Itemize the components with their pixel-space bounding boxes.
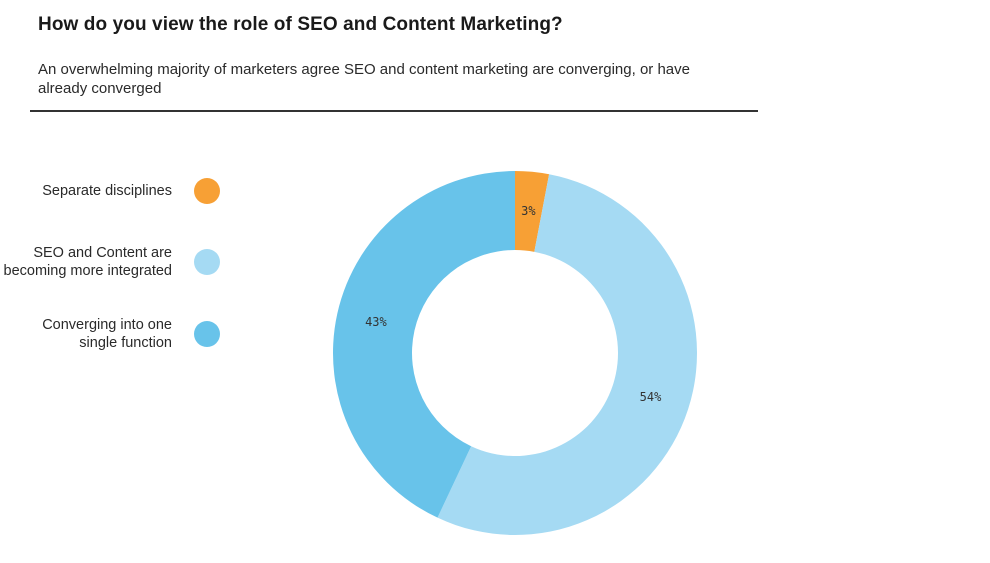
legend-swatch <box>194 321 220 347</box>
legend-label: Converging into one single function <box>42 316 172 352</box>
legend-item-separate-disciplines: Separate disciplines <box>42 178 220 204</box>
slice-single-function <box>333 171 515 518</box>
chart-subtitle: An overwhelming majority of marketers ag… <box>38 61 690 97</box>
legend-label-line: becoming more integrated <box>3 263 172 279</box>
legend-swatch <box>194 249 220 275</box>
legend-label-line: Converging into one <box>42 317 172 333</box>
legend-item-single-function: Converging into one single function <box>42 316 220 352</box>
legend-item-more-integrated: SEO and Content are becoming more integr… <box>4 244 220 280</box>
slice-separate-disciplines <box>515 171 550 252</box>
donut-labels: 3% 54% 43% <box>365 204 662 404</box>
data-label-single-function: 43% <box>365 315 387 329</box>
data-label-more-integrated: 54% <box>640 390 662 404</box>
chart-title: How do you view the role of SEO and Cont… <box>38 14 563 35</box>
legend-label: Separate disciplines <box>42 182 172 200</box>
legend-label-line: single function <box>79 335 172 351</box>
header-divider <box>30 110 758 112</box>
legend-label-line: SEO and Content are <box>33 245 172 261</box>
legend-label: SEO and Content are becoming more integr… <box>4 244 172 280</box>
slice-more-integrated <box>437 174 697 535</box>
data-label-separate-disciplines: 3% <box>521 204 536 218</box>
legend-label-line: Separate disciplines <box>42 183 172 199</box>
donut-slices <box>333 171 697 535</box>
legend-swatch <box>194 178 220 204</box>
